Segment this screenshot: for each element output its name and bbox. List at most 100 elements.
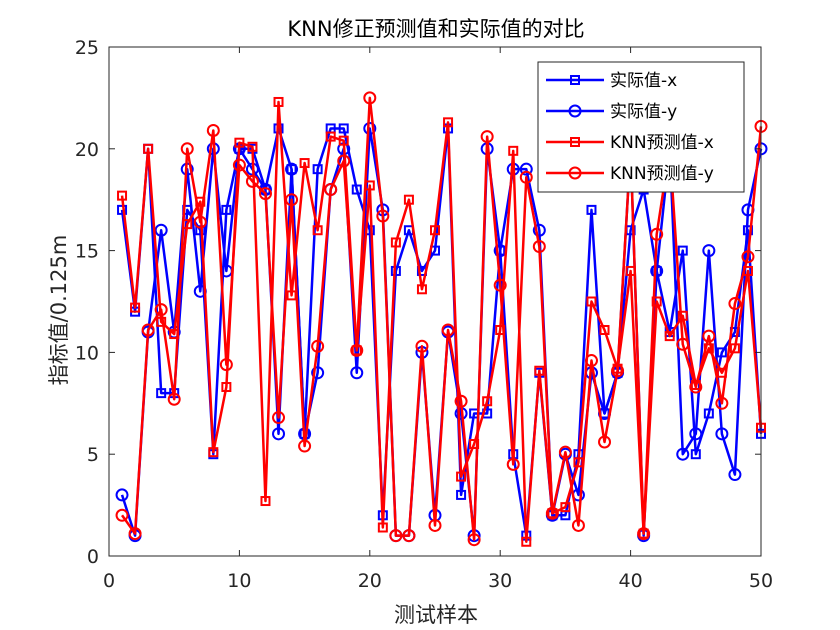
x-tick-label: 50 bbox=[749, 570, 773, 592]
data-point bbox=[716, 347, 727, 358]
legend-label: KNN预测值-x bbox=[610, 133, 714, 153]
data-point bbox=[351, 184, 362, 195]
data-point bbox=[482, 396, 493, 407]
data-point bbox=[221, 382, 232, 393]
data-point bbox=[532, 240, 546, 254]
data-point bbox=[454, 394, 468, 408]
data-point bbox=[571, 518, 585, 532]
data-point bbox=[325, 131, 336, 142]
y-tick-label: 5 bbox=[87, 444, 99, 466]
data-point bbox=[115, 508, 129, 522]
data-point bbox=[312, 225, 323, 236]
data-point bbox=[156, 388, 167, 399]
legend-item: KNN预测值-y bbox=[546, 164, 714, 184]
x-tick-label: 0 bbox=[103, 570, 115, 592]
data-point bbox=[260, 496, 271, 507]
data-point bbox=[611, 364, 625, 378]
data-point bbox=[677, 245, 688, 256]
data-point bbox=[584, 354, 598, 368]
data-point bbox=[715, 427, 729, 441]
data-point bbox=[586, 204, 597, 215]
data-point bbox=[443, 117, 454, 128]
legend-marker bbox=[568, 104, 582, 118]
x-tick-label: 10 bbox=[227, 570, 251, 592]
data-point bbox=[115, 488, 129, 502]
data-point bbox=[234, 137, 245, 148]
data-point bbox=[311, 339, 325, 353]
y-axis-title: 指标值/0.125m bbox=[47, 235, 71, 386]
data-point bbox=[480, 130, 494, 144]
data-point bbox=[456, 471, 467, 482]
data-point bbox=[154, 303, 168, 317]
data-point bbox=[664, 331, 675, 342]
y-tick-label: 10 bbox=[75, 342, 99, 364]
x-axis-title: 测试样本 bbox=[394, 603, 478, 627]
x-tick-label: 20 bbox=[358, 570, 382, 592]
data-point bbox=[219, 358, 233, 372]
data-point bbox=[650, 227, 664, 241]
data-point bbox=[676, 447, 690, 461]
data-point bbox=[467, 533, 481, 547]
data-point bbox=[350, 343, 364, 357]
data-point bbox=[534, 365, 545, 376]
data-point bbox=[650, 264, 664, 278]
data-point bbox=[338, 135, 349, 146]
data-point bbox=[245, 174, 259, 188]
data-point bbox=[415, 339, 429, 353]
data-point bbox=[599, 325, 610, 336]
data-point bbox=[403, 194, 414, 205]
data-point bbox=[586, 296, 597, 307]
data-point bbox=[221, 204, 232, 215]
data-point bbox=[560, 502, 571, 513]
data-point bbox=[715, 396, 729, 410]
data-point bbox=[702, 244, 716, 258]
data-point bbox=[232, 158, 246, 172]
data-point bbox=[324, 183, 338, 197]
data-point bbox=[689, 427, 703, 441]
y-tick-label: 0 bbox=[87, 546, 99, 568]
data-point bbox=[519, 170, 533, 184]
y-tick-label: 20 bbox=[75, 139, 99, 161]
data-point bbox=[258, 187, 272, 201]
data-point bbox=[338, 123, 349, 134]
data-point bbox=[741, 250, 755, 264]
data-point bbox=[208, 447, 219, 458]
legend-marker bbox=[568, 166, 582, 180]
data-point bbox=[390, 237, 401, 248]
data-point bbox=[193, 215, 207, 229]
data-point bbox=[337, 154, 351, 168]
data-point bbox=[428, 518, 442, 532]
y-tick-label: 25 bbox=[75, 37, 99, 59]
data-point bbox=[416, 284, 427, 295]
axes-box bbox=[108, 46, 762, 557]
legend-item: 实际值-x bbox=[546, 71, 677, 91]
data-point bbox=[690, 449, 701, 460]
data-point bbox=[729, 343, 740, 354]
data-point bbox=[689, 380, 703, 394]
legend: 实际值-x 实际值-y KNN预测值-x KNN预测值-y bbox=[537, 61, 745, 193]
legend-item: 实际值-y bbox=[546, 102, 677, 122]
data-point bbox=[598, 435, 612, 449]
data-point bbox=[558, 445, 572, 459]
legend-item: KNN预测值-x bbox=[546, 133, 714, 153]
data-point bbox=[521, 536, 532, 547]
data-point bbox=[441, 323, 455, 337]
data-point bbox=[702, 329, 716, 343]
data-point bbox=[493, 278, 507, 292]
legend-label: 实际值-x bbox=[610, 71, 677, 91]
data-point bbox=[377, 522, 388, 533]
data-point bbox=[363, 121, 377, 135]
data-point bbox=[167, 392, 181, 406]
data-point bbox=[677, 310, 688, 321]
data-point bbox=[703, 408, 714, 419]
data-point bbox=[545, 506, 559, 520]
x-tick-label: 40 bbox=[619, 570, 643, 592]
data-point bbox=[402, 529, 416, 543]
axes-layer: 0 10 20 30 40 50 0 5 10 15 20 25 bbox=[75, 37, 773, 592]
data-point bbox=[206, 123, 220, 137]
data-point bbox=[273, 96, 284, 107]
data-point bbox=[141, 323, 155, 337]
data-point bbox=[285, 193, 299, 207]
data-point bbox=[728, 297, 742, 311]
